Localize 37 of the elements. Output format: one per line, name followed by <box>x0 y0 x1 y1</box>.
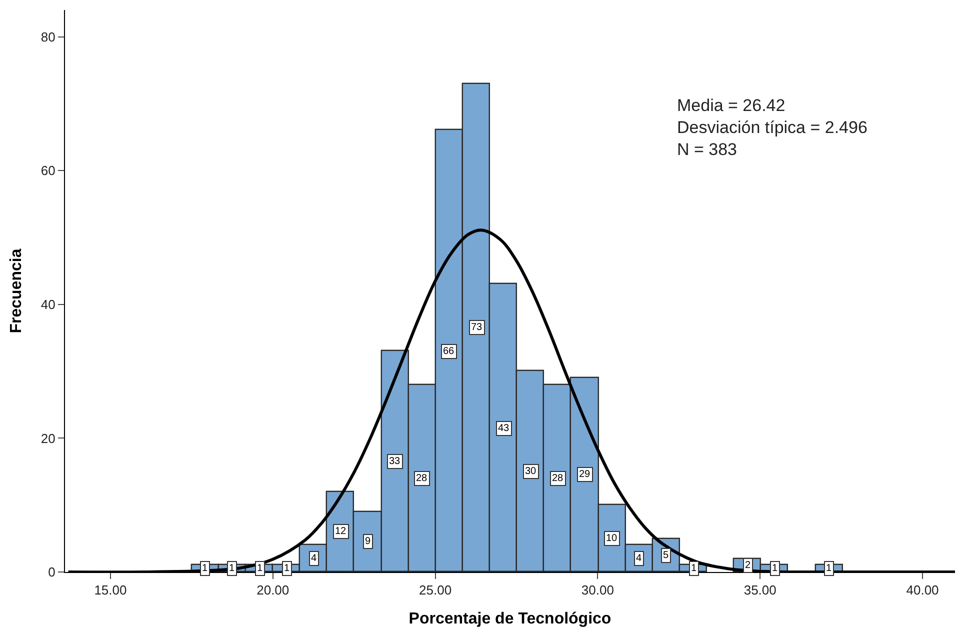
annotation: N = 383 <box>677 140 738 160</box>
x-tick-label: 30.00 <box>581 582 614 598</box>
y-axis-title: Frecuencia <box>8 248 25 334</box>
x-tick-label: 35.00 <box>744 582 776 598</box>
data-label: 1 <box>691 563 697 574</box>
data-label: 1 <box>257 563 263 574</box>
y-tick-label: 60 <box>40 163 56 178</box>
annotation: Desviación típica = 2.496 <box>677 118 868 138</box>
y-tick-label: 0 <box>48 564 56 580</box>
data-label: 9 <box>365 536 371 547</box>
y-tick-label: 20 <box>40 430 56 446</box>
x-tick-label: 25.00 <box>419 582 452 598</box>
data-label: 4 <box>636 553 642 564</box>
x-tick-label: 20.00 <box>256 582 290 598</box>
data-label: 73 <box>471 322 483 333</box>
y-tick-label: 40 <box>40 296 56 312</box>
data-label: 28 <box>552 473 564 484</box>
x-tick-label: 40.00 <box>906 582 939 598</box>
data-label: 4 <box>311 553 317 564</box>
data-label: 2 <box>745 560 751 571</box>
data-label: 1 <box>826 563 832 574</box>
data-label: 10 <box>606 533 618 544</box>
data-label: 1 <box>284 563 290 574</box>
data-label: 30 <box>525 466 537 477</box>
data-label: 33 <box>389 456 401 467</box>
data-label: 66 <box>443 346 455 357</box>
annotation: Media = 26.42 <box>677 96 786 115</box>
data-label: 12 <box>335 526 347 537</box>
data-label: 1 <box>772 563 778 574</box>
data-label: 43 <box>498 423 510 434</box>
x-tick-label: 15.00 <box>94 582 127 598</box>
data-label: 28 <box>416 473 428 484</box>
data-label: 1 <box>229 563 235 574</box>
x-axis-title: Porcentaje de Tecnológico <box>408 610 612 628</box>
data-label: 29 <box>579 469 591 480</box>
y-tick-label: 80 <box>40 29 56 44</box>
data-label: 5 <box>663 550 669 561</box>
